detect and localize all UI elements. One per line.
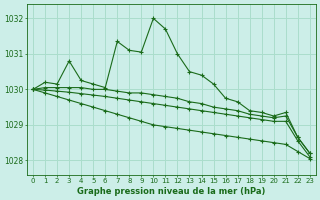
X-axis label: Graphe pression niveau de la mer (hPa): Graphe pression niveau de la mer (hPa) — [77, 187, 266, 196]
